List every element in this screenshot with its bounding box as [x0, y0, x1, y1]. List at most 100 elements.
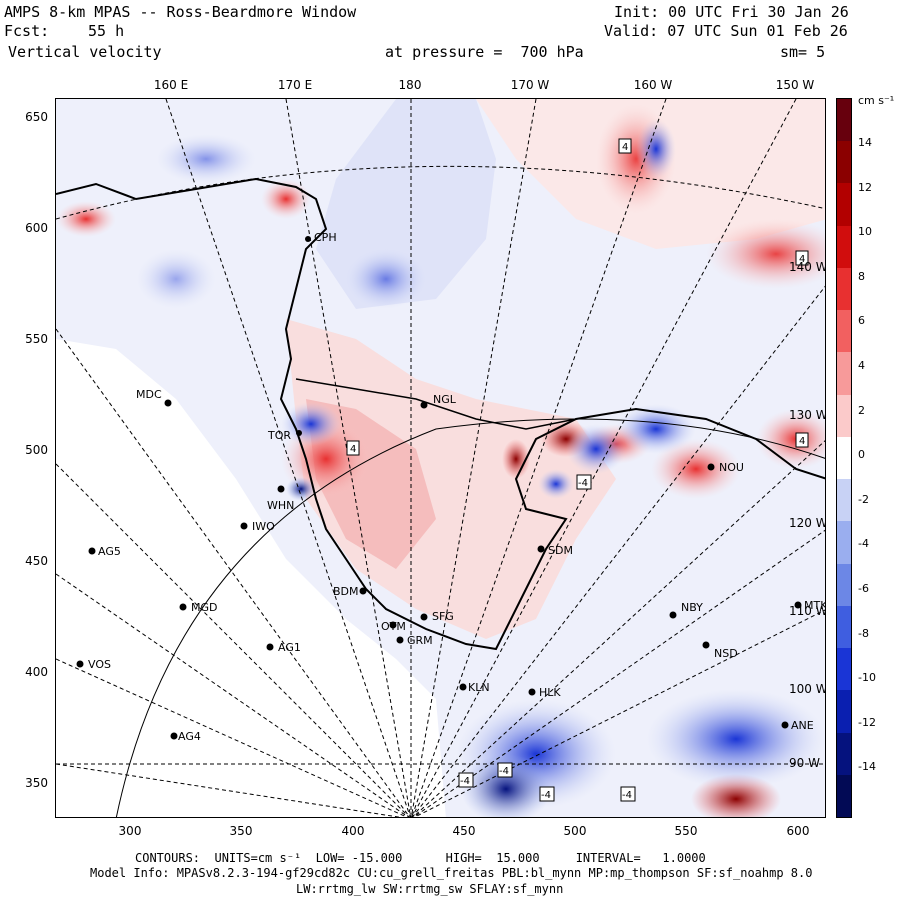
station-label-grm: GRM [407, 634, 433, 647]
colorbar-tick-label: -4 [858, 537, 869, 551]
colorbar-swatch [837, 183, 851, 227]
svg-text:4: 4 [350, 444, 356, 455]
contour-labels: 4 4 4 4 -4 -4 -4 -4 -4 [346, 138, 809, 802]
colorbar-units: cm s⁻¹ [858, 94, 895, 107]
station-markers [76, 236, 802, 740]
lon-tick-top: 160 W [633, 78, 673, 92]
ross-ice-shelf-region [286, 319, 616, 639]
forecast-label: Fcst: [4, 22, 50, 40]
latitude-circle [115, 418, 825, 817]
pressure-level: at pressure = 700 hPa [385, 43, 584, 61]
lon-tick-top: 150 W [775, 78, 815, 92]
lon-tick-top: 160 E [153, 78, 189, 92]
x-tick: 600 [786, 824, 810, 838]
station-label-iwo: IWO [252, 520, 275, 533]
station-label-kln: KLN [468, 681, 490, 694]
y-tick: 600 [25, 221, 48, 235]
svg-text:100 W: 100 W [789, 682, 826, 696]
svg-text:90 W: 90 W [789, 756, 820, 770]
model-info: Model Info: MPASv8.2.3-194-gf29cd82c CU:… [90, 866, 813, 880]
coastline [56, 177, 825, 651]
colorbar-swatch [837, 394, 851, 438]
y-tick: 350 [25, 776, 48, 790]
svg-text:4: 4 [622, 142, 628, 153]
y-tick: 550 [25, 332, 48, 346]
station-label-ane: ANE [791, 719, 814, 732]
lon-tick-top: 180 [398, 78, 422, 92]
smoothing: sm= 5 [780, 43, 826, 61]
x-tick: 300 [118, 824, 142, 838]
station-label-otm: OTM [381, 620, 406, 633]
colorbar-swatch [837, 648, 851, 691]
svg-text:130 W: 130 W [789, 408, 826, 422]
colorbar-swatch [837, 521, 851, 565]
x-tick: 350 [229, 824, 253, 838]
station-label-bdm: BDM [333, 585, 359, 598]
station-label-mgd: MGD [191, 601, 218, 614]
map-canvas: MDC NGL CPH WHN IWO AG5 MGD BDM SFG OTM … [56, 99, 826, 817]
contour-info: CONTOURS: UNITS=cm s⁻¹ LOW= -15.000 HIGH… [135, 851, 706, 865]
map-panel[interactable]: MDC NGL CPH WHN IWO AG5 MGD BDM SFG OTM … [55, 98, 826, 818]
colorbar-swatch [837, 690, 851, 734]
colorbar-swatch [837, 310, 851, 353]
station-label-ag1: AG1 [278, 641, 301, 654]
colorbar [836, 98, 852, 818]
station-label-vos: VOS [88, 658, 111, 671]
y-tick: 650 [25, 110, 48, 124]
y-tick: 450 [25, 554, 48, 568]
svg-text:110 W: 110 W [789, 604, 826, 618]
svg-text:-4: -4 [460, 776, 470, 787]
station-label-mdc: MDC [136, 388, 162, 401]
y-tick: 500 [25, 443, 48, 457]
station-label-nsd: NSD [714, 647, 738, 660]
station-label-sfg: SFG [432, 610, 454, 623]
x-tick: 400 [341, 824, 365, 838]
colorbar-tick-label: 2 [858, 403, 865, 417]
station-label-nby: NBY [681, 601, 703, 614]
colorbar-tick-label: -12 [858, 715, 876, 729]
colorbar-tick-label: 14 [858, 136, 872, 149]
lon-labels-right: 140 W 130 W 120 W 110 W 100 W 90 W [789, 260, 826, 770]
field-name: Vertical velocity [8, 43, 162, 61]
map-title: AMPS 8-km MPAS -- Ross-Beardmore Window [4, 3, 357, 21]
colorbar-swatch [837, 352, 851, 396]
colorbar-swatch [837, 605, 851, 649]
station-label-cph: CPH [314, 231, 337, 244]
station-label-ag5: AG5 [98, 545, 121, 558]
colorbar-tick-label: 0 [858, 448, 865, 462]
station-label-mtk: MTK [804, 599, 826, 612]
svg-text:4: 4 [799, 254, 805, 265]
colorbar-tick-label: -14 [858, 760, 876, 774]
colorbar-tick-label: 6 [858, 314, 865, 328]
svg-text:-4: -4 [578, 478, 588, 489]
svg-text:4: 4 [799, 436, 805, 447]
colorbar-tick-label: 12 [858, 180, 872, 194]
colorbar-swatch [837, 563, 851, 607]
svg-text:120 W: 120 W [789, 516, 826, 530]
station-label-hlk: HLK [539, 686, 561, 699]
colorbar-tick-label: 4 [858, 359, 865, 372]
model-info-2: LW:rrtmg_lw SW:rrtmg_sw SFLAY:sf_mynn [296, 882, 564, 896]
colorbar-swatch [837, 774, 851, 818]
ice-shelf-edge [295, 378, 577, 430]
colorbar-swatch [837, 225, 851, 269]
station-label-whn: WHN [267, 499, 294, 512]
init-time: Init: 00 UTC Fri 30 Jan 26 [614, 3, 849, 21]
colorbar-swatch [837, 479, 851, 522]
forecast-hour: 55 h [88, 22, 125, 40]
colorbar-swatch [837, 267, 851, 311]
station-label-ag4: AG4 [178, 730, 201, 743]
colorbar-tick-label: 8 [858, 269, 865, 283]
svg-text:140 W: 140 W [789, 260, 826, 274]
x-tick: 450 [452, 824, 476, 838]
colorbar-swatch [837, 436, 851, 480]
colorbar-swatch [837, 732, 851, 776]
lon-tick-top: 170 W [510, 78, 550, 92]
x-tick: 550 [674, 824, 698, 838]
svg-text:-4: -4 [622, 790, 632, 801]
colorbar-swatch [837, 99, 851, 142]
svg-text:-4: -4 [499, 766, 509, 777]
colorbar-tick-label: -8 [858, 626, 869, 640]
colorbar-tick-label: -2 [858, 492, 869, 506]
colorbar-tick-label: -6 [858, 582, 869, 595]
